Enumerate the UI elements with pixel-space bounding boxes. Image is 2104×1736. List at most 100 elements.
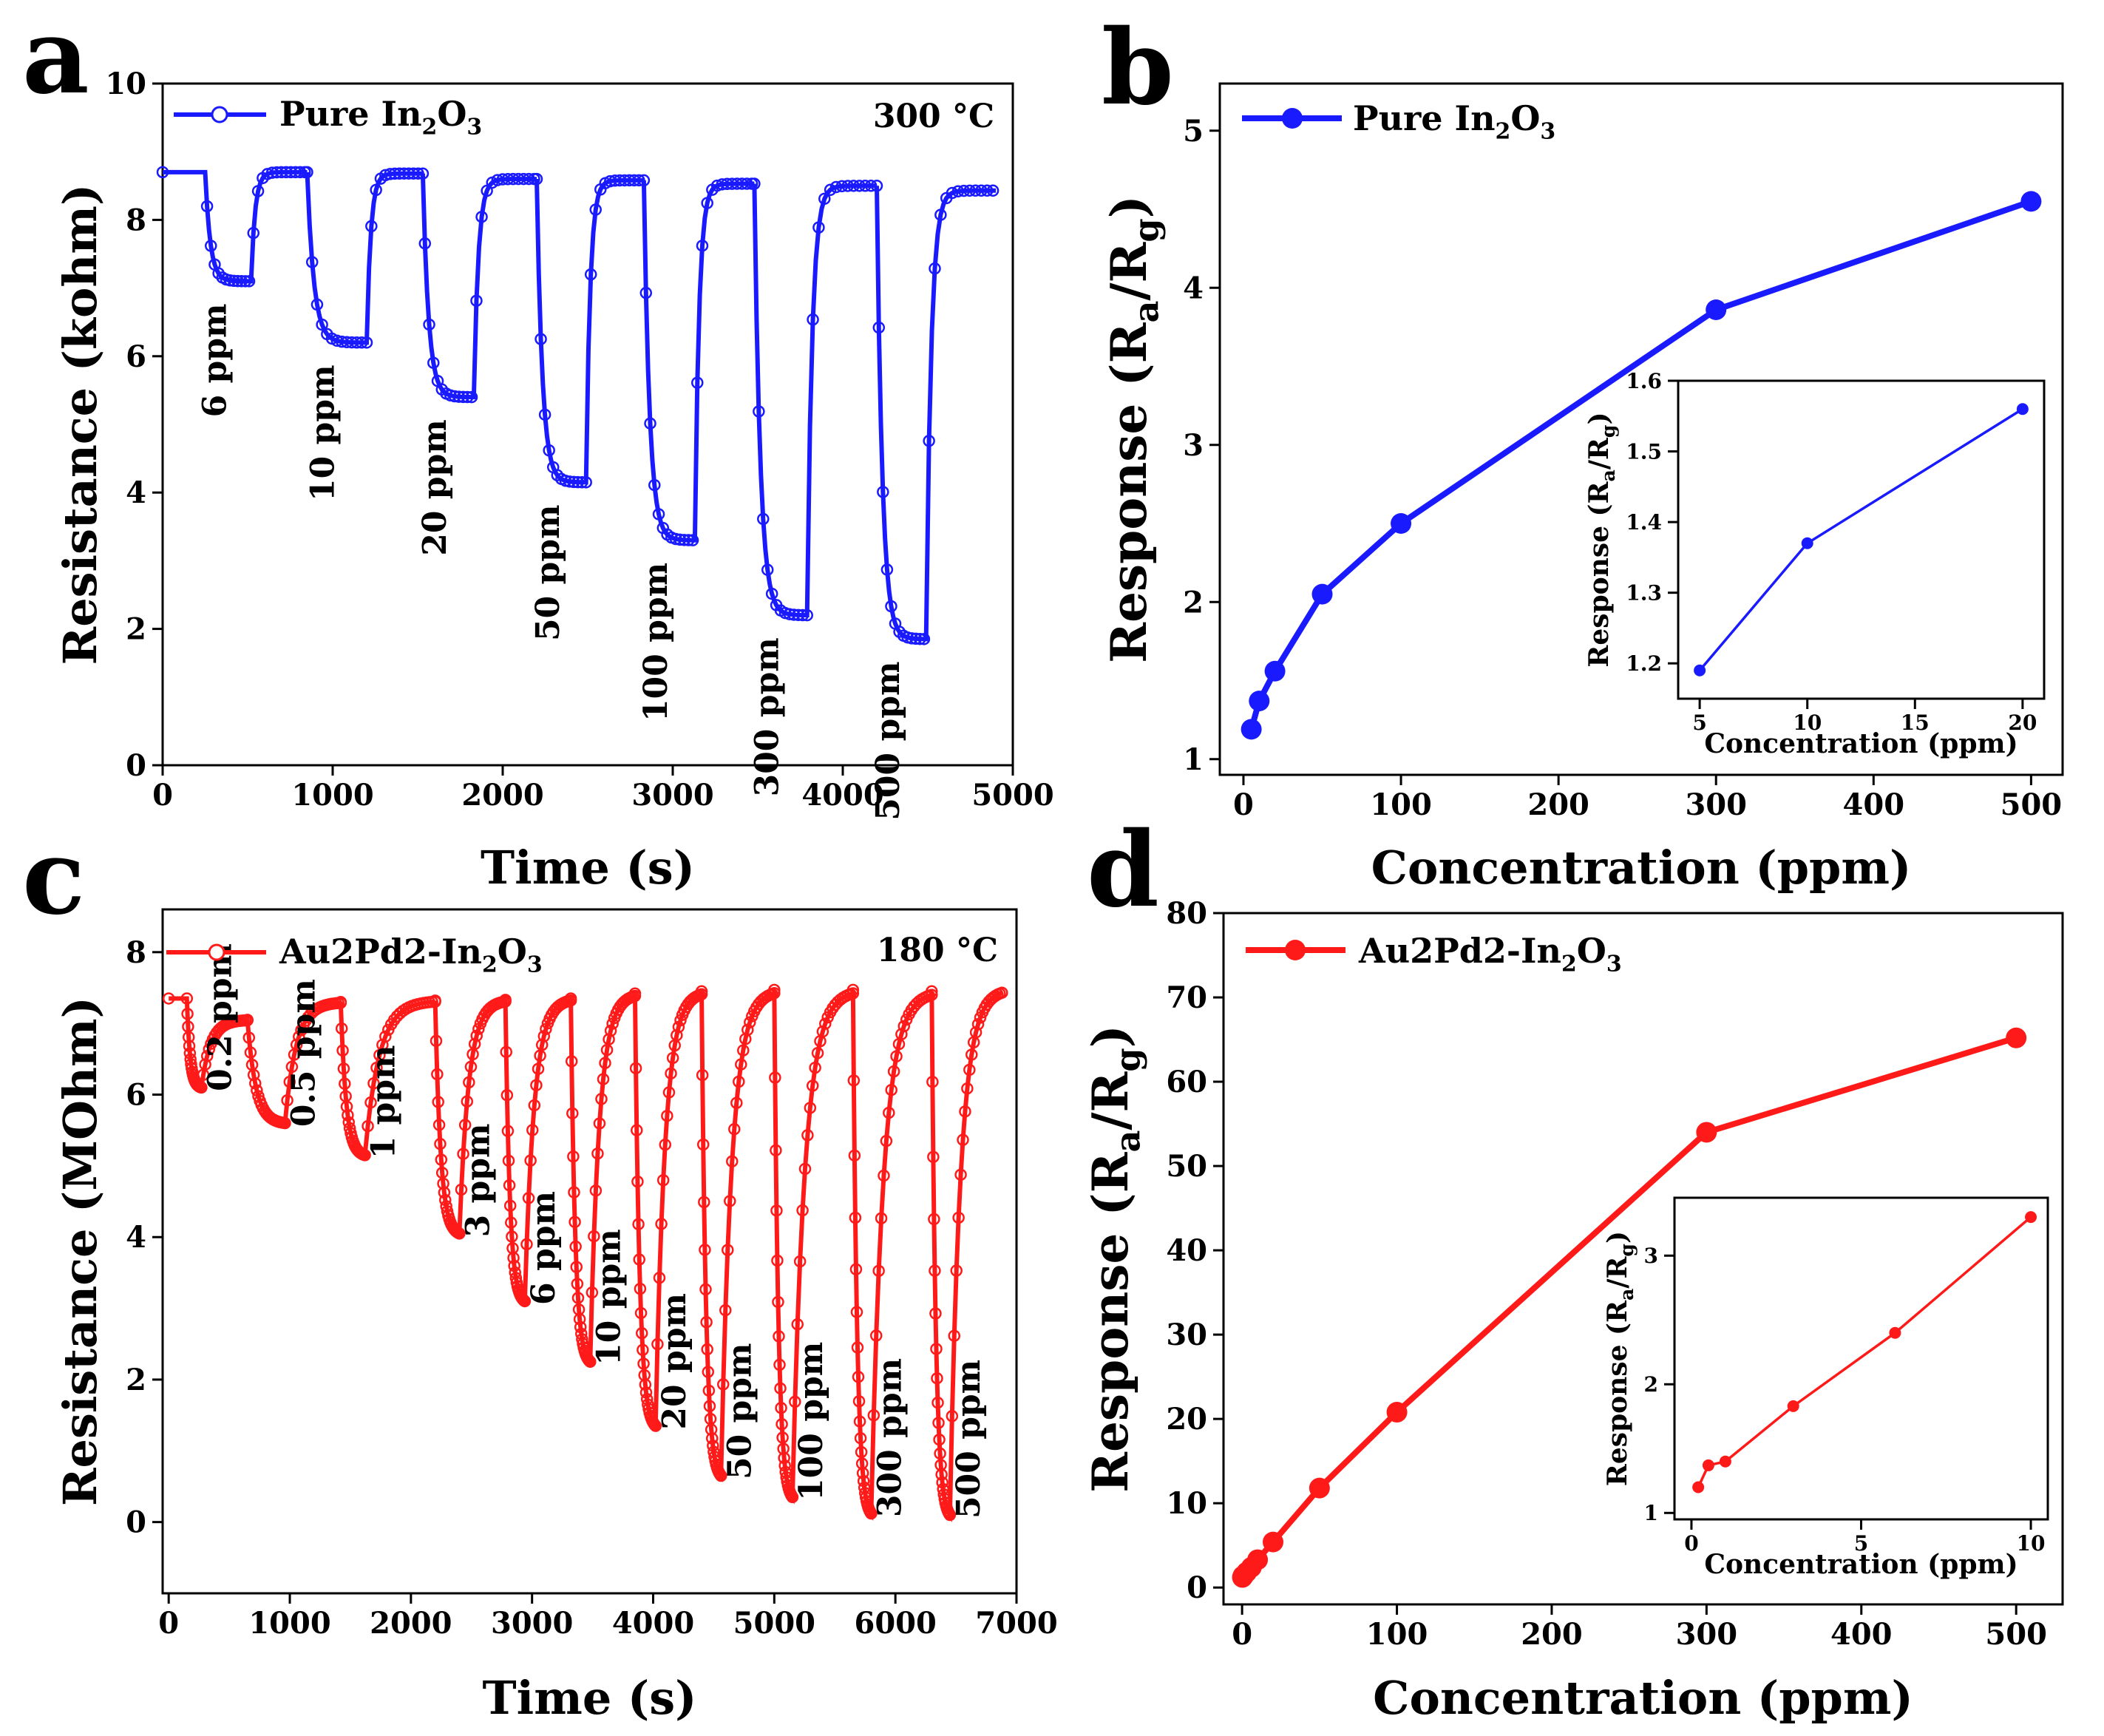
data-point: [597, 1073, 610, 1085]
data-point: [571, 475, 584, 489]
data-point: [520, 1238, 533, 1251]
data-point: [661, 1109, 673, 1122]
data-point: [909, 632, 923, 645]
data-point: [857, 1474, 870, 1488]
data-point: [293, 1030, 305, 1043]
data-point: [669, 532, 682, 546]
data-point: [835, 180, 849, 193]
y-tick-label: 8: [126, 203, 146, 237]
data-point: [305, 256, 319, 268]
data-point: [398, 167, 410, 180]
data-point: [631, 1175, 644, 1188]
data-point: [963, 184, 976, 197]
x-tick-label: 2000: [370, 1606, 452, 1641]
data-point: [639, 286, 653, 299]
y-axis-title: Response (Ra/Rg): [1100, 195, 1167, 663]
data-point: [569, 1240, 582, 1253]
data-point: [701, 197, 713, 209]
data-point: [786, 1491, 799, 1504]
data-point: [439, 1193, 452, 1207]
y-tick-label: 2: [1644, 1372, 1658, 1397]
data-point: [1309, 1477, 1330, 1499]
data-point: [774, 1382, 787, 1395]
temperature-label: 180 °C: [877, 932, 998, 969]
data-point: [285, 1060, 299, 1074]
data-point: [290, 1038, 303, 1051]
data-point: [340, 1100, 353, 1113]
pulse-label: 10 ppm: [305, 365, 342, 501]
data-point: [1249, 691, 1270, 712]
data-point: [847, 1074, 861, 1087]
data-point: [878, 1169, 890, 1182]
data-point: [651, 1337, 664, 1351]
data-point: [852, 1394, 866, 1408]
data-point: [890, 1050, 903, 1062]
data-point: [965, 1048, 978, 1061]
x-tick-label: 500: [1985, 1617, 2047, 1652]
y-tick-label: 40: [1166, 1233, 1207, 1268]
data-point: [336, 1044, 349, 1057]
y-tick-label: 60: [1166, 1065, 1207, 1099]
data-point: [634, 1282, 647, 1295]
data-point: [655, 1218, 668, 1230]
data-point: [502, 1154, 515, 1167]
data-point: [696, 1138, 710, 1151]
inset-data-point: [1719, 1455, 1731, 1468]
data-point: [595, 1093, 608, 1105]
pulse-label: 0.5 ppm: [285, 979, 322, 1127]
data-point: [339, 1077, 351, 1091]
data-point: [931, 1396, 944, 1409]
data-point: [162, 992, 175, 1005]
panel-c-resistance-chart: 0 1000 2000 3000 4000 5000 6000 7000 0 2 4 6 8 Time (…: [53, 908, 1058, 1725]
x-tick-label: 3000: [491, 1606, 573, 1641]
data-point: [905, 632, 918, 645]
data-point: [569, 1215, 581, 1229]
data-point: [563, 475, 576, 488]
data-point: [251, 185, 265, 197]
data-point: [470, 1029, 483, 1042]
data-point: [632, 1218, 645, 1231]
data-point: [841, 180, 854, 192]
data-point: [356, 336, 368, 349]
data-point: [951, 185, 965, 197]
data-point: [432, 1119, 446, 1131]
data-point: [448, 390, 461, 403]
data-point: [696, 1068, 709, 1082]
x-tick-label: 300: [1676, 1617, 1738, 1652]
data-point: [796, 1204, 809, 1217]
data-point: [963, 1063, 976, 1076]
data-point: [852, 1371, 865, 1383]
inset-x-axis-title: Concentration (ppm): [1704, 1549, 2018, 1580]
data-point: [603, 1033, 615, 1045]
data-point: [633, 1253, 645, 1266]
data-point: [849, 1263, 863, 1275]
data-point: [642, 1398, 654, 1411]
data-point: [468, 1037, 481, 1051]
y-axis-title: Resistance (MOhm): [53, 997, 107, 1506]
data-point: [183, 1040, 196, 1052]
data-point: [503, 1199, 517, 1212]
data-point: [930, 1343, 943, 1355]
data-point: [943, 1508, 957, 1522]
data-point: [342, 1109, 354, 1122]
data-point: [523, 172, 535, 186]
data-point: [453, 1227, 466, 1240]
data-point: [801, 1129, 814, 1142]
data-point: [703, 1400, 716, 1413]
y-tick-label: 1.5: [1626, 439, 1662, 464]
data-point: [761, 563, 774, 576]
legend-label: Pure In2O3: [279, 94, 482, 140]
data-point: [733, 1075, 745, 1088]
data-point: [975, 184, 988, 197]
x-tick-label: 300: [1685, 787, 1747, 822]
pulse-label: 100 ppm: [793, 1342, 830, 1501]
data-point: [846, 983, 860, 997]
y-tick-label: 20: [1166, 1402, 1207, 1437]
y-tick-label: 2: [126, 1363, 146, 1397]
inset-y-axis-title: Response (Ra/Rg): [1584, 412, 1619, 667]
data-point: [872, 321, 886, 334]
data-point: [412, 167, 424, 180]
x-tick-label: 100: [1370, 787, 1432, 822]
pulse-label: 6 ppm: [525, 1191, 563, 1305]
